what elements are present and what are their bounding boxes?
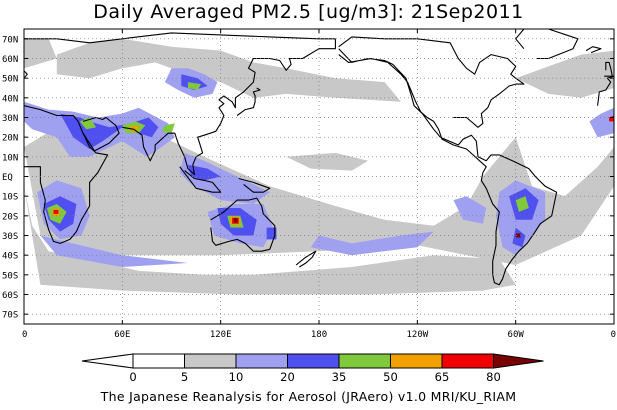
pm25-field-level-1 xyxy=(515,50,614,98)
pm25-field-level-2 xyxy=(310,231,434,256)
coastline xyxy=(238,177,271,193)
page-title: Daily Averaged PM2.5 [ug/m3]: 21Sep2011 xyxy=(93,1,524,23)
pm25-field-level-4 xyxy=(79,117,97,130)
coastline xyxy=(24,32,336,44)
coastline xyxy=(295,250,317,268)
coastline xyxy=(179,166,222,193)
colorbar-segment xyxy=(390,353,443,369)
lat-tick-label: 30N xyxy=(2,114,18,124)
lat-tick-label: 50N xyxy=(2,75,18,85)
colorbar-level-label: 0 xyxy=(129,370,136,384)
colorbar-under-arrow xyxy=(81,353,134,369)
colorbar-level-label: 35 xyxy=(332,370,347,384)
pm25-field-level-1 xyxy=(56,38,401,102)
colorbar: 0 5 10 20 35 50 65 80 xyxy=(81,353,544,384)
lon-tick-label: 120E xyxy=(210,330,232,340)
coastline xyxy=(24,105,109,244)
colorbar-level-label: 65 xyxy=(435,370,450,384)
pm25-field-level-5 xyxy=(128,125,139,132)
coastline xyxy=(122,38,336,176)
pm25-field-level-1 xyxy=(24,38,57,69)
colorbar-segment xyxy=(287,353,340,369)
coastline xyxy=(515,29,579,60)
colorbar-segment xyxy=(441,353,494,369)
lat-tick-label: 20N xyxy=(2,134,18,144)
lon-tick-label: 0 xyxy=(22,330,27,340)
pm25-field-level-2 xyxy=(179,152,270,204)
pm25-fields xyxy=(24,38,614,295)
lat-tick-label: 50S xyxy=(2,271,18,281)
pm25-field-level-6 xyxy=(53,209,59,214)
lon-tick-label: 60E xyxy=(114,330,130,340)
colorbar-level-label: 10 xyxy=(229,370,244,384)
lat-tick-label: 60S xyxy=(2,291,18,301)
pm25-field-level-6 xyxy=(609,115,614,122)
coastline xyxy=(604,61,613,77)
coastline xyxy=(236,87,261,116)
lat-tick-label: 10S xyxy=(2,193,18,203)
colorbar-level-label: 5 xyxy=(181,370,188,384)
lat-tick-label: 60N xyxy=(2,55,18,65)
lat-tick-label: 20S xyxy=(2,212,18,222)
lat-tick-label: EQ xyxy=(2,173,13,183)
colorbar-segment xyxy=(235,353,288,369)
footer-credit: The Japanese Reanalysis for Aerosol (JRA… xyxy=(100,389,517,404)
lat-tick-label: 30S xyxy=(2,232,18,242)
pm25-field-level-2 xyxy=(589,107,614,138)
coastline xyxy=(210,197,276,252)
colorbar-level-label: 20 xyxy=(280,370,295,384)
colorbar-segment xyxy=(338,353,391,369)
colorbar-over-arrow xyxy=(493,353,544,369)
lon-tick-label: 120W xyxy=(406,330,428,340)
coastline xyxy=(24,70,28,79)
pm25-field-level-2 xyxy=(453,196,487,224)
pm25-field-level-1 xyxy=(24,117,614,265)
latitude-labels: 70N 60N 50N 40N 30N 20N 10N EQ 10S 20S 30S 40S 50S 60… xyxy=(2,35,614,321)
lon-tick-label: 0 xyxy=(611,330,616,340)
coastline xyxy=(338,48,558,286)
pm25-field-level-4 xyxy=(161,123,175,134)
coastline xyxy=(82,116,120,152)
pm25-field-level-1 xyxy=(24,186,516,295)
colorbar-segment xyxy=(184,353,237,369)
lat-tick-label: 70S xyxy=(2,311,18,321)
coastline xyxy=(338,36,525,128)
coastline xyxy=(585,46,602,54)
colorbar-level-label: 50 xyxy=(383,370,398,384)
lat-tick-label: 40S xyxy=(2,252,18,262)
pm25-field-level-7 xyxy=(515,233,521,238)
pm25-field-level-2 xyxy=(40,235,188,267)
colorbar-level-label: 80 xyxy=(486,370,501,384)
pm25-field-level-4 xyxy=(515,196,529,212)
longitude-labels: 0 60E 120E 180 120W 60W 0 xyxy=(22,29,616,340)
lon-tick-label: 60W xyxy=(508,330,525,340)
lat-tick-label: 10N xyxy=(2,153,18,163)
colorbar-segment xyxy=(132,353,185,369)
lon-tick-label: 180 xyxy=(311,330,327,340)
pm25-field-level-4 xyxy=(187,82,201,90)
pm25-field-level-3 xyxy=(181,74,208,90)
lat-tick-label: 70N xyxy=(2,35,18,45)
pm25-field-level-7 xyxy=(233,217,238,223)
lat-tick-label: 40N xyxy=(2,94,18,104)
pm25-field-level-1 xyxy=(286,152,369,171)
